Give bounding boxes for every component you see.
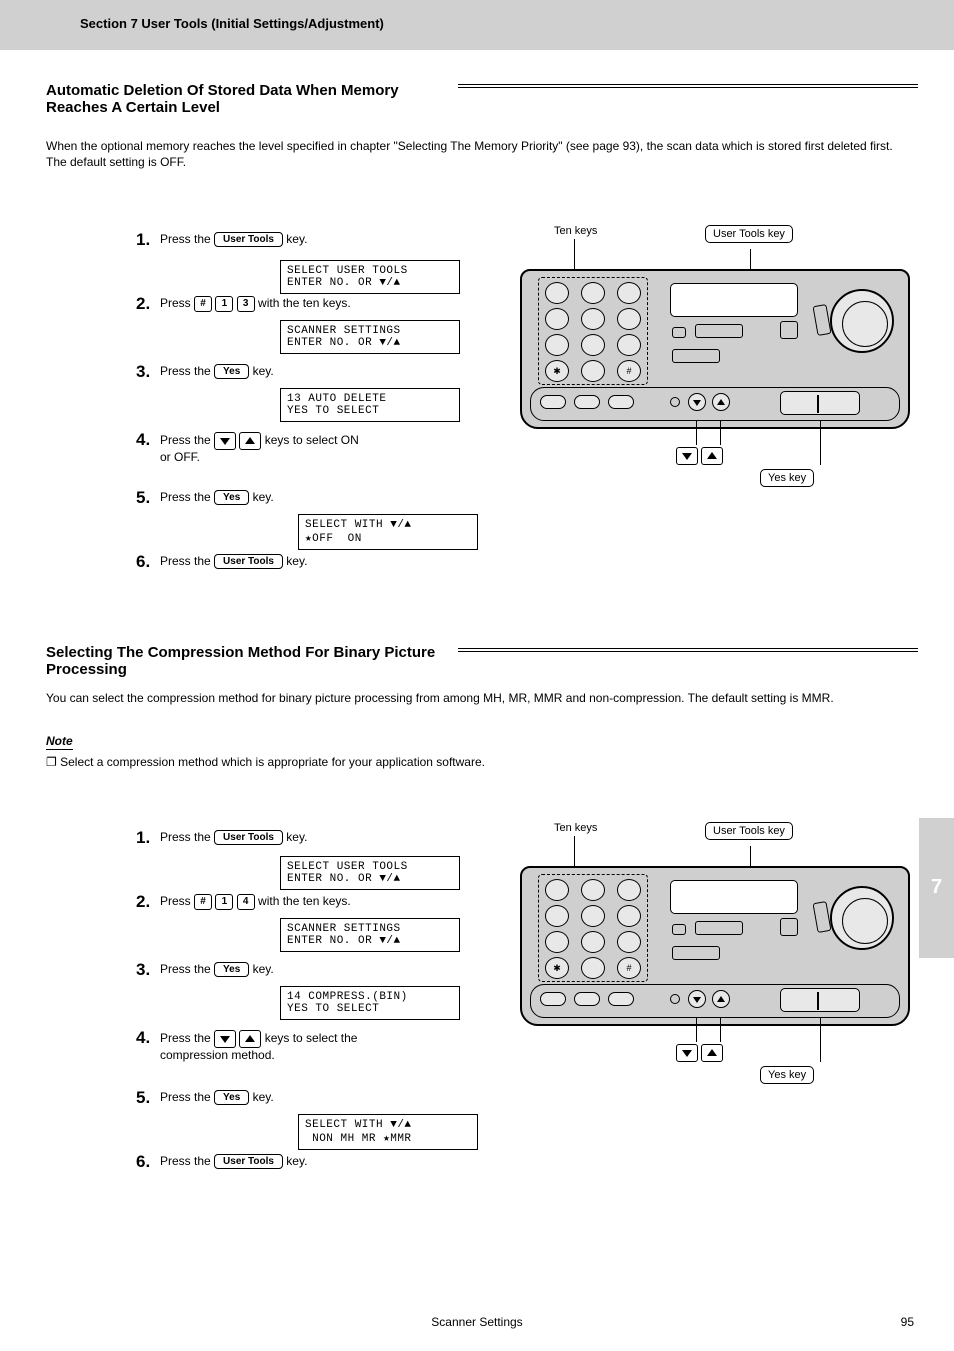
dial (830, 289, 894, 353)
step-text: Press the Yes key. (160, 490, 274, 505)
ten-key-pad: ✱# (538, 874, 648, 982)
lcd-display: SELECT USER TOOLS ENTER NO. OR ▼/▲ (280, 260, 460, 294)
step-text: Press the keys to select the compression… (160, 1030, 470, 1062)
step-number: 2. (136, 892, 150, 912)
step-number: 4. (136, 1028, 150, 1048)
down-button (688, 990, 706, 1008)
step-text: Press the Yes key. (160, 1090, 274, 1105)
step-text: Press the User Tools key. (160, 554, 307, 569)
section-b-body: You can select the compression method fo… (46, 690, 916, 706)
yes-key-label: Yes key (760, 1066, 814, 1084)
page-number: 95 (901, 1315, 914, 1329)
note-text: Select a compression method which is app… (60, 755, 485, 769)
digit-key: 3 (237, 296, 255, 312)
ten-key-pad: ✱# (538, 277, 648, 385)
user-tools-key: User Tools (214, 1154, 283, 1169)
step-number: 6. (136, 1152, 150, 1172)
step-text: Press the User Tools key. (160, 232, 307, 247)
down-arrow-icon (676, 447, 698, 465)
side-tab-number: 7 (919, 876, 954, 899)
digit-key: 1 (215, 894, 233, 910)
note-block: Note ❐ Select a compression method which… (46, 734, 916, 770)
section-rule (458, 84, 918, 88)
footer-caption: Scanner Settings (0, 1315, 954, 1329)
yes-key: Yes (214, 490, 249, 505)
up-arrow-icon (701, 1044, 723, 1062)
up-arrow-key (239, 1030, 261, 1048)
up-arrow-icon (701, 447, 723, 465)
yes-key: Yes (214, 1090, 249, 1105)
yes-key: Yes (214, 962, 249, 977)
step-number: 1. (136, 828, 150, 848)
step-text: Press the Yes key. (160, 364, 274, 379)
section-b-title: Selecting The Compression Method For Bin… (46, 644, 446, 678)
lcd-display: 13 AUTO DELETE YES TO SELECT (280, 388, 460, 422)
section-a-title: Automatic Deletion Of Stored Data When M… (46, 82, 446, 116)
step-text: Press the keys to select ON or OFF. (160, 432, 470, 464)
step-number: 6. (136, 552, 150, 572)
down-arrow-key (214, 432, 236, 450)
step-text: Press # 1 4 with the ten keys. (160, 894, 351, 910)
digit-key: 4 (237, 894, 255, 910)
lcd-display: 14 COMPRESS.(BIN) YES TO SELECT (280, 986, 460, 1020)
user-tools-label: User Tools key (705, 822, 793, 840)
user-tools-key: User Tools (214, 554, 283, 569)
step-text: Press the User Tools key. (160, 1154, 307, 1169)
step-text: Press the Yes key. (160, 962, 274, 977)
ten-keys-label: Ten keys (554, 225, 597, 237)
section-rule (458, 648, 918, 652)
yes-key: Yes (214, 364, 249, 379)
up-arrow-key (239, 432, 261, 450)
panel-display (670, 880, 798, 914)
step-number: 2. (136, 294, 150, 314)
lcd-display: SELECT WITH ▼/▲ NON MH MR ★MMR (298, 1114, 478, 1150)
step-number: 4. (136, 430, 150, 450)
down-arrow-icon (676, 1044, 698, 1062)
step-text: Press the User Tools key. (160, 830, 307, 845)
lcd-display: SELECT WITH ▼/▲ ★OFF ON (298, 514, 478, 550)
breadcrumb: Section 7 User Tools (Initial Settings/A… (80, 16, 384, 31)
user-tools-key: User Tools (214, 830, 283, 845)
dial (830, 886, 894, 950)
side-tab: 7 (919, 818, 954, 958)
section-a-body: When the optional memory reaches the lev… (46, 138, 916, 170)
step-number: 1. (136, 230, 150, 250)
up-button (712, 990, 730, 1008)
step-number: 3. (136, 960, 150, 980)
panel-display (670, 283, 798, 317)
user-tools-label: User Tools key (705, 225, 793, 243)
step-text: Press # 1 3 with the ten keys. (160, 296, 351, 312)
user-tools-key: User Tools (214, 232, 283, 247)
start-stop (780, 391, 860, 415)
lcd-display: SCANNER SETTINGS ENTER NO. OR ▼/▲ (280, 320, 460, 354)
hash-key: # (194, 296, 212, 312)
step-number: 5. (136, 1088, 150, 1108)
note-heading: Note (46, 734, 73, 750)
hash-key: # (194, 894, 212, 910)
start-stop (780, 988, 860, 1012)
down-button (688, 393, 706, 411)
lcd-display: SCANNER SETTINGS ENTER NO. OR ▼/▲ (280, 918, 460, 952)
step-number: 5. (136, 488, 150, 508)
lcd-display: SELECT USER TOOLS ENTER NO. OR ▼/▲ (280, 856, 460, 890)
digit-key: 1 (215, 296, 233, 312)
ten-keys-label: Ten keys (554, 822, 597, 834)
up-button (712, 393, 730, 411)
yes-key-label: Yes key (760, 469, 814, 487)
step-number: 3. (136, 362, 150, 382)
down-arrow-key (214, 1030, 236, 1048)
